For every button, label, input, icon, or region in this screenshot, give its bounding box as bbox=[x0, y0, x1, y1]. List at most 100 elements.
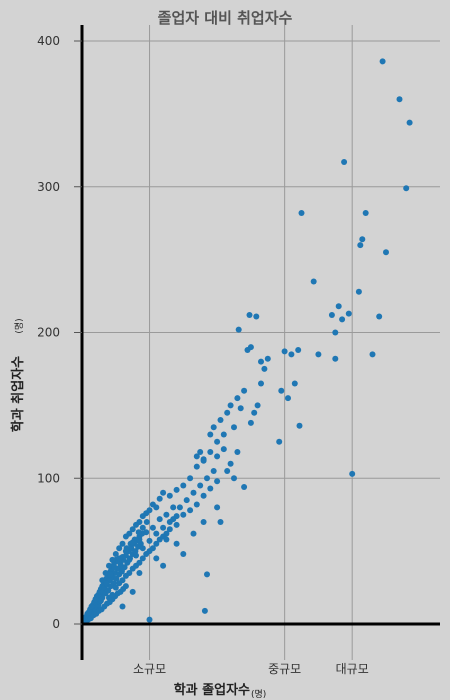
x-axis-label: 학과 졸업자수 bbox=[174, 682, 250, 698]
data-point bbox=[163, 530, 170, 537]
data-point bbox=[200, 456, 207, 463]
y-axis-unit: (명) bbox=[14, 318, 25, 333]
data-point bbox=[119, 565, 126, 572]
data-point bbox=[119, 603, 126, 610]
data-point bbox=[339, 316, 346, 323]
data-point bbox=[132, 548, 139, 555]
data-point bbox=[247, 344, 254, 351]
data-point bbox=[379, 58, 386, 65]
data-point bbox=[295, 347, 302, 353]
data-point bbox=[153, 504, 160, 511]
x-tick-label: 중규모 bbox=[268, 662, 301, 676]
data-point bbox=[160, 524, 167, 531]
data-point bbox=[285, 395, 291, 402]
data-point bbox=[210, 424, 217, 431]
data-point bbox=[224, 468, 231, 474]
data-point bbox=[214, 478, 221, 485]
data-point bbox=[241, 387, 248, 394]
data-point bbox=[276, 438, 283, 445]
data-point bbox=[332, 355, 339, 362]
data-point bbox=[258, 358, 264, 365]
data-point bbox=[406, 119, 413, 126]
data-point bbox=[193, 453, 200, 460]
data-point bbox=[106, 562, 112, 569]
data-point bbox=[254, 402, 261, 409]
y-tick-label: 0 bbox=[52, 617, 60, 631]
data-point bbox=[139, 545, 146, 552]
data-point bbox=[135, 529, 142, 536]
data-point bbox=[193, 501, 200, 508]
data-point bbox=[126, 556, 133, 563]
data-point bbox=[180, 511, 187, 518]
data-point bbox=[129, 588, 136, 595]
data-point bbox=[369, 351, 376, 358]
data-point bbox=[193, 463, 200, 470]
data-point bbox=[278, 387, 285, 394]
x-tick-label: 대규모 bbox=[336, 662, 369, 676]
data-point bbox=[261, 365, 268, 372]
data-point bbox=[109, 556, 116, 563]
data-point bbox=[102, 570, 109, 576]
x-tick-label: 소규모 bbox=[133, 662, 166, 676]
data-point bbox=[237, 405, 244, 412]
data-point bbox=[173, 486, 180, 493]
data-point bbox=[129, 526, 136, 533]
data-point bbox=[156, 495, 163, 502]
data-point bbox=[146, 507, 153, 514]
data-point bbox=[143, 519, 150, 525]
data-point bbox=[217, 519, 224, 525]
data-point bbox=[113, 575, 120, 582]
data-point bbox=[139, 524, 146, 531]
data-point bbox=[288, 351, 295, 358]
y-axis-label: 학과 취업자수 bbox=[10, 356, 26, 432]
data-point bbox=[234, 395, 241, 402]
data-point bbox=[111, 564, 118, 571]
data-point bbox=[251, 409, 258, 416]
data-point bbox=[281, 348, 288, 355]
data-point bbox=[341, 159, 348, 165]
data-point bbox=[207, 449, 214, 455]
data-point bbox=[200, 519, 207, 525]
data-point bbox=[183, 497, 190, 504]
data-point bbox=[126, 570, 133, 576]
data-point bbox=[136, 519, 143, 525]
data-point bbox=[349, 470, 356, 477]
data-point bbox=[133, 552, 139, 559]
data-point bbox=[187, 475, 194, 482]
data-point bbox=[163, 536, 170, 543]
data-point bbox=[107, 571, 114, 578]
data-point bbox=[153, 540, 160, 547]
data-point bbox=[103, 580, 110, 587]
data-point bbox=[246, 312, 253, 318]
data-point bbox=[200, 492, 207, 499]
chart-title: 졸업자 대비 취업자수 bbox=[158, 9, 293, 27]
data-point bbox=[129, 539, 136, 546]
data-point bbox=[173, 521, 180, 528]
data-point bbox=[146, 616, 153, 623]
data-point bbox=[170, 504, 177, 511]
data-point bbox=[119, 540, 126, 547]
data-point bbox=[291, 380, 298, 387]
data-point bbox=[139, 555, 146, 562]
data-point bbox=[332, 329, 339, 336]
data-point bbox=[383, 249, 389, 256]
data-point bbox=[136, 559, 143, 566]
data-point bbox=[190, 530, 197, 537]
data-point bbox=[190, 489, 197, 496]
data-point bbox=[227, 402, 234, 409]
data-point bbox=[296, 422, 303, 429]
data-point bbox=[298, 210, 305, 216]
data-point bbox=[376, 313, 383, 320]
data-point bbox=[112, 551, 119, 557]
data-point bbox=[328, 312, 335, 318]
data-point bbox=[207, 485, 214, 492]
data-point bbox=[220, 431, 227, 438]
data-point bbox=[220, 446, 227, 453]
data-point bbox=[241, 484, 248, 490]
data-point bbox=[180, 482, 187, 489]
data-point bbox=[227, 460, 234, 467]
data-point bbox=[315, 351, 322, 358]
y-tick-labels: 0 100 200 300 400 bbox=[37, 34, 82, 631]
data-point bbox=[153, 530, 160, 537]
data-point bbox=[122, 583, 129, 590]
